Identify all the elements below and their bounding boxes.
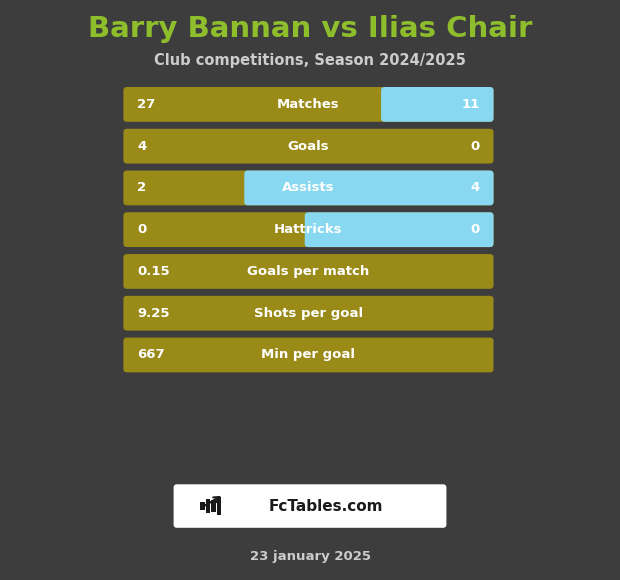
- FancyBboxPatch shape: [123, 212, 494, 247]
- Text: Matches: Matches: [277, 98, 340, 111]
- Text: 9.25: 9.25: [137, 307, 169, 320]
- Text: 0.15: 0.15: [137, 265, 170, 278]
- FancyBboxPatch shape: [217, 497, 221, 515]
- Text: 0: 0: [471, 140, 480, 153]
- Text: Shots per goal: Shots per goal: [254, 307, 363, 320]
- Text: Barry Bannan vs Ilias Chair: Barry Bannan vs Ilias Chair: [88, 15, 532, 43]
- Text: Goals per match: Goals per match: [247, 265, 370, 278]
- Text: 4: 4: [137, 140, 146, 153]
- FancyBboxPatch shape: [200, 502, 205, 510]
- Text: FcTables.com: FcTables.com: [268, 499, 383, 513]
- FancyBboxPatch shape: [206, 499, 210, 513]
- FancyBboxPatch shape: [123, 254, 494, 289]
- Text: Min per goal: Min per goal: [262, 349, 355, 361]
- FancyBboxPatch shape: [244, 171, 494, 205]
- FancyBboxPatch shape: [123, 129, 494, 164]
- Text: 2: 2: [137, 182, 146, 194]
- FancyBboxPatch shape: [211, 500, 216, 512]
- Text: 23 january 2025: 23 january 2025: [249, 550, 371, 563]
- Text: 667: 667: [137, 349, 165, 361]
- FancyBboxPatch shape: [123, 338, 494, 372]
- Text: Hattricks: Hattricks: [274, 223, 343, 236]
- Text: 0: 0: [471, 223, 480, 236]
- Text: 0: 0: [137, 223, 146, 236]
- Text: 27: 27: [137, 98, 155, 111]
- FancyBboxPatch shape: [123, 171, 494, 205]
- Text: Assists: Assists: [282, 182, 335, 194]
- Text: Goals: Goals: [288, 140, 329, 153]
- FancyBboxPatch shape: [381, 87, 494, 122]
- FancyBboxPatch shape: [305, 212, 494, 247]
- Text: 11: 11: [462, 98, 480, 111]
- FancyBboxPatch shape: [123, 296, 494, 331]
- FancyBboxPatch shape: [123, 87, 494, 122]
- FancyBboxPatch shape: [174, 484, 446, 528]
- Text: Club competitions, Season 2024/2025: Club competitions, Season 2024/2025: [154, 53, 466, 68]
- Text: 4: 4: [471, 182, 480, 194]
